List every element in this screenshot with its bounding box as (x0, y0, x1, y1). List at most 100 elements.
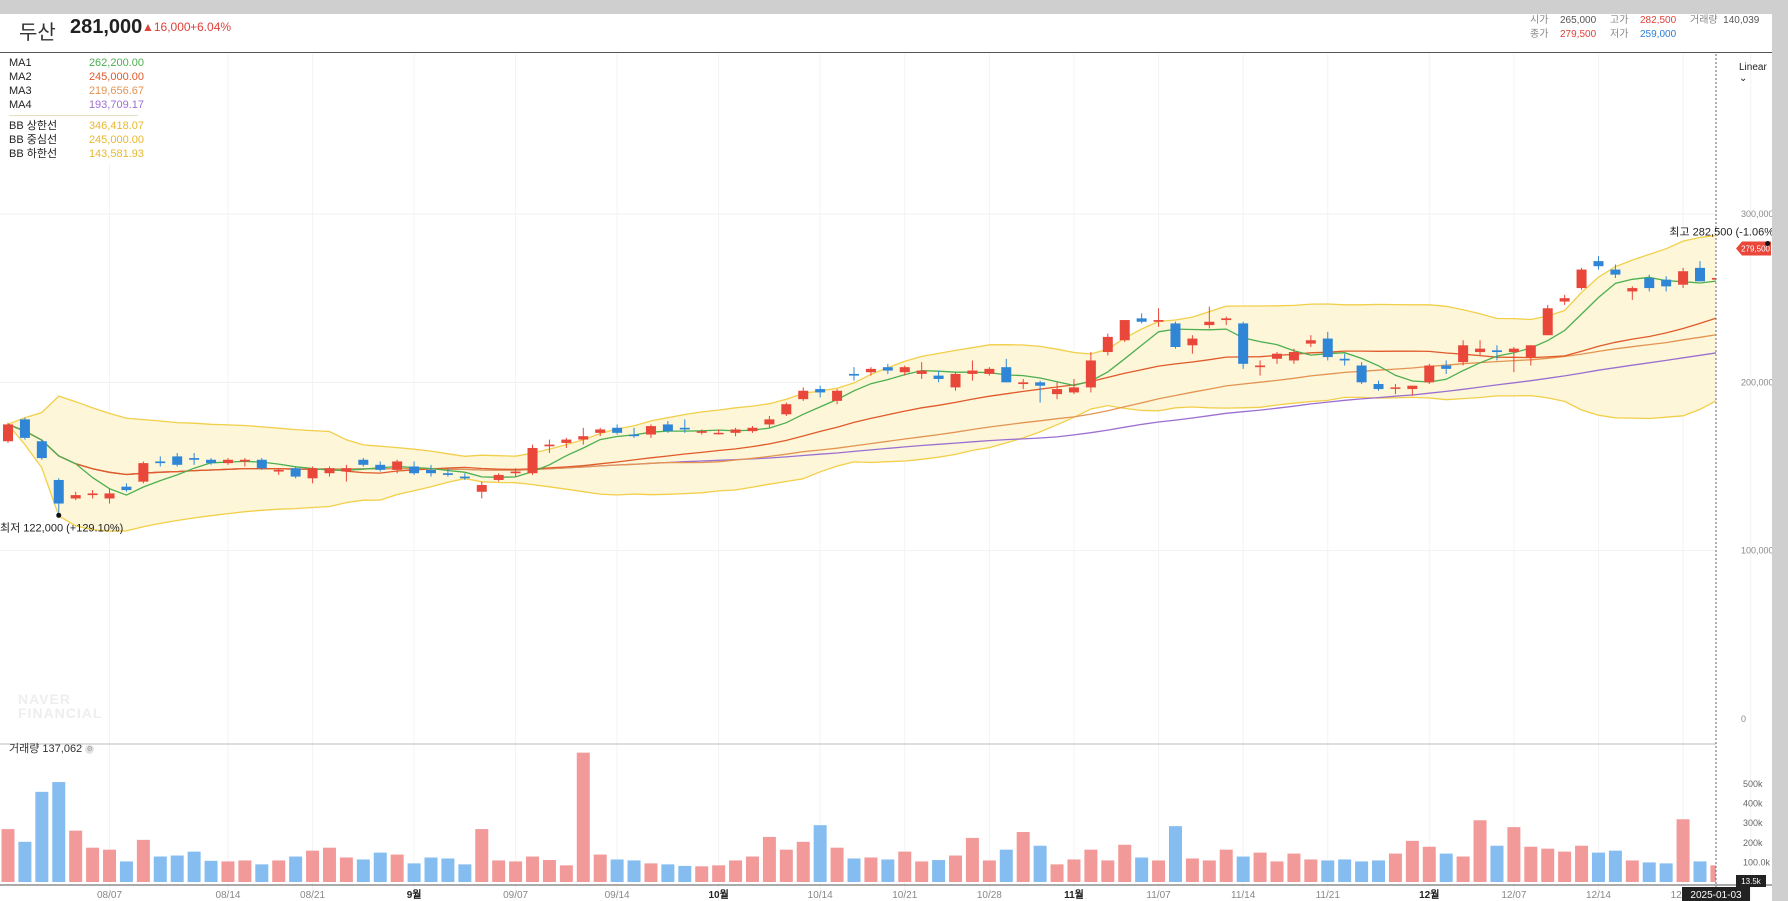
stock-chart[interactable]: 300,000 200,000 100,000 0 500k 400k 300k 200k 10… (0, 14, 1772, 901)
candle-body (1559, 298, 1570, 302)
candle-body (121, 486, 132, 491)
candle (1475, 340, 1486, 356)
candle-body (950, 373, 961, 388)
candle (19, 417, 30, 440)
volume-bar (1473, 820, 1487, 882)
candle-body (392, 461, 403, 470)
ma-line-20 (7, 317, 1716, 476)
candle (459, 473, 470, 480)
candle (1711, 277, 1716, 280)
candle (865, 367, 876, 376)
volume-bar (965, 837, 979, 882)
volume-bar (999, 849, 1013, 882)
volume-bar (170, 855, 184, 882)
candle-body (849, 373, 859, 376)
stock-header: 두산 281,000 ▲16,000 +6.04% 시가 종가 265,000 … (0, 14, 1772, 53)
volume-bar (1152, 860, 1166, 882)
volume-bar (136, 839, 150, 882)
volume-bar (1710, 865, 1716, 882)
open-value: 265,000 (1560, 15, 1597, 26)
volume-bar (119, 861, 133, 882)
y-tick-label: 0 (1741, 714, 1746, 724)
volume-bar (424, 857, 438, 882)
x-tick-label: 09/07 (503, 890, 528, 901)
candle (1678, 267, 1689, 289)
candle-body (798, 390, 809, 400)
candle-body (1695, 267, 1705, 282)
candle-body (1458, 345, 1469, 363)
candle-body (1441, 365, 1452, 369)
volume-bar (949, 855, 963, 882)
candle-body (679, 427, 690, 430)
candle-body (713, 432, 724, 435)
candle (764, 416, 775, 428)
candle (1187, 335, 1198, 354)
candle (493, 473, 504, 482)
candle (1119, 320, 1130, 342)
legend-row-ma1: MA1 262,200.00 (9, 56, 146, 70)
volume-bar (576, 752, 590, 882)
candle (1525, 345, 1536, 366)
volume-bar (35, 791, 49, 882)
candle (1170, 321, 1181, 349)
volume-bar (1693, 861, 1707, 882)
candle (781, 402, 792, 416)
volume-bar (1236, 856, 1250, 882)
legend-label: MA2 (9, 71, 32, 83)
volume-bar (204, 860, 218, 882)
volume-bar (69, 830, 83, 882)
volume-bar (1727, 804, 1740, 882)
candle-body (1508, 348, 1519, 353)
volume-bar (1439, 853, 1453, 882)
candle-body (1204, 321, 1215, 326)
volume-bar (1591, 852, 1605, 882)
candle (290, 466, 301, 479)
candle (1001, 358, 1012, 383)
volume-bar (1355, 861, 1369, 882)
volume-bar (1524, 846, 1538, 882)
legend-row-bb-0: BB 상한선 346,418.07 (9, 119, 146, 133)
candle-body (1288, 352, 1299, 361)
candle (1576, 267, 1587, 290)
x-label-badge (1682, 887, 1750, 901)
volume-bar (1185, 858, 1199, 882)
candle (1339, 353, 1350, 366)
volume-bar (1388, 853, 1402, 882)
ohlc-values-left: 265,000 279,500 (1560, 14, 1596, 42)
candle (1441, 360, 1452, 374)
candle-body (87, 493, 98, 496)
volume-bar (982, 860, 996, 882)
volume-bar (1, 829, 15, 882)
candle-body (1424, 365, 1435, 383)
high-label: 고가 (1610, 15, 1629, 26)
volume-tick-label: 100.0k (1743, 857, 1771, 867)
volume-bar (1642, 862, 1656, 882)
volume-bar (289, 856, 303, 882)
candle (510, 468, 521, 477)
volume-value: 140,039 (1723, 15, 1760, 26)
candle (375, 461, 386, 472)
candle (1068, 378, 1079, 395)
candle (1610, 264, 1621, 278)
volume-bar (373, 852, 387, 882)
candle (222, 458, 233, 465)
volume-bar (52, 782, 66, 882)
candle (1627, 286, 1638, 300)
volume-bar (153, 856, 167, 882)
candle (1052, 382, 1063, 400)
candle-body (1187, 338, 1198, 346)
candle-body (290, 468, 301, 477)
settings-icon[interactable]: ⚙ (85, 744, 95, 754)
candle-body (747, 427, 758, 432)
candle-body (222, 459, 233, 464)
x-tick-label: 12/07 (1501, 890, 1526, 901)
legend-row-ma4: MA4 193,709.17 (9, 98, 146, 112)
candle-body (1542, 308, 1553, 336)
volume-bar (932, 860, 946, 882)
volume-bar (762, 836, 776, 882)
candle (1356, 362, 1367, 385)
volume-bar (1016, 832, 1030, 882)
legend-value: 143,581.93 (88, 148, 144, 160)
scale-selector[interactable]: Linear ⌄ (1739, 62, 1772, 84)
candle (832, 389, 843, 405)
